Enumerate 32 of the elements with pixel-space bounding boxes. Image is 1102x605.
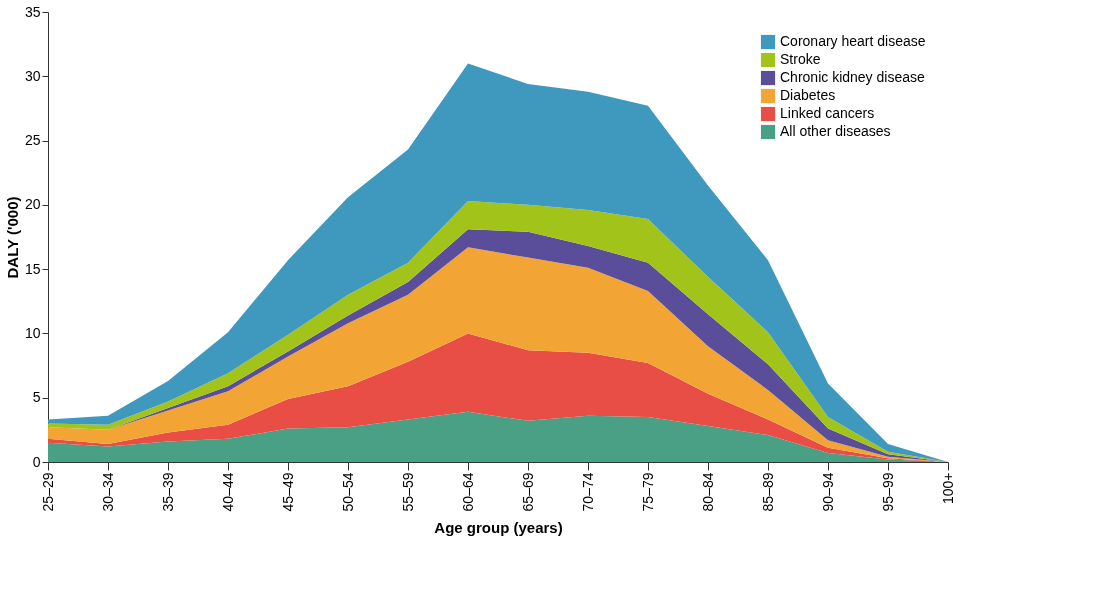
x-axis-title: Age group (years) [434,519,563,537]
y-axis-title: DALY ('000) [3,196,21,279]
x-tick-label: 95–99 [879,472,896,512]
x-tick-label: 80–84 [699,472,716,512]
x-tick-label: 75–79 [639,472,656,512]
y-tick-label: 10 [24,324,41,341]
y-tick-label: 5 [32,389,41,406]
x-tick-label: 70–74 [579,472,596,512]
y-tick-label: 20 [24,196,41,213]
x-tick-label: 35–39 [159,472,176,512]
x-tick-label: 40–44 [219,472,236,512]
y-tick-label: 25 [24,132,41,149]
x-tick-label: 65–69 [519,472,536,512]
x-tick-label: 55–59 [399,472,416,512]
x-tick-label: 25–29 [39,472,56,512]
y-tick-label: 35 [24,3,41,20]
x-tick-label: 100+ [939,472,956,505]
legend-label: All other diseases [780,123,891,139]
x-tick-label: 45–49 [279,472,296,512]
legend-label: Chronic kidney disease [780,69,925,85]
y-tick-label: 0 [32,453,41,470]
x-tick-label: 85–89 [759,472,776,512]
legend-label: Coronary heart disease [780,33,926,49]
legend-label: Linked cancers [780,105,875,121]
x-tick-label: 30–34 [99,472,116,512]
legend-label: Diabetes [780,87,836,103]
x-tick-label: 90–94 [819,472,836,512]
legend-label: Stroke [780,51,821,67]
x-tick-label: 60–64 [459,472,476,512]
y-tick-label: 15 [24,260,41,277]
y-tick-label: 30 [24,67,41,84]
x-tick-label: 50–54 [339,472,356,512]
